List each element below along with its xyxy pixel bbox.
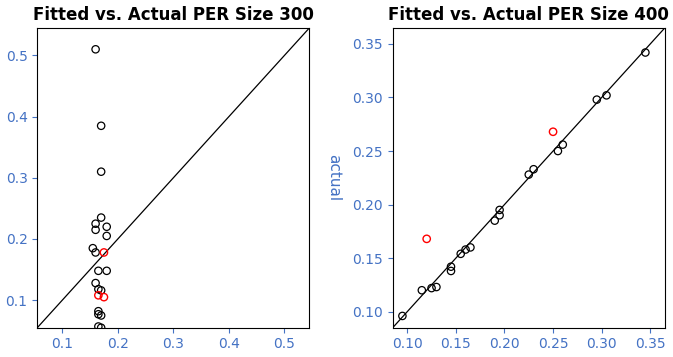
Point — [465, 245, 476, 250]
Point — [96, 313, 106, 318]
Point — [640, 50, 651, 55]
Point — [93, 311, 104, 317]
Point — [421, 236, 432, 242]
Point — [96, 287, 106, 293]
Point — [102, 224, 112, 230]
Y-axis label: actual: actual — [326, 154, 341, 201]
Point — [601, 92, 612, 98]
Point — [528, 166, 539, 172]
Point — [397, 313, 408, 319]
Point — [557, 142, 568, 147]
Point — [446, 264, 456, 270]
Point — [102, 233, 112, 239]
Point — [90, 250, 101, 255]
Point — [87, 245, 98, 251]
Point — [93, 286, 104, 292]
Point — [98, 294, 109, 300]
Point — [460, 247, 471, 252]
Point — [548, 129, 559, 135]
Point — [90, 46, 101, 52]
Point — [93, 308, 104, 314]
Point — [446, 268, 456, 274]
Point — [96, 215, 106, 220]
Point — [489, 218, 500, 223]
Point — [96, 325, 106, 331]
Point — [96, 169, 106, 175]
Title: Fitted vs. Actual PER Size 400: Fitted vs. Actual PER Size 400 — [388, 6, 669, 24]
Point — [93, 324, 104, 330]
Point — [456, 251, 466, 257]
Point — [494, 212, 505, 218]
Point — [417, 287, 427, 293]
Point — [98, 250, 109, 255]
Point — [494, 207, 505, 213]
Point — [93, 292, 104, 298]
Title: Fitted vs. Actual PER Size 300: Fitted vs. Actual PER Size 300 — [33, 6, 314, 24]
Point — [426, 285, 437, 291]
Point — [93, 268, 104, 274]
Point — [90, 221, 101, 227]
Point — [90, 227, 101, 233]
Point — [592, 97, 602, 102]
Point — [90, 280, 101, 286]
Point — [102, 268, 112, 274]
Point — [553, 148, 563, 154]
Point — [431, 284, 441, 290]
Point — [524, 172, 534, 177]
Point — [96, 123, 106, 129]
